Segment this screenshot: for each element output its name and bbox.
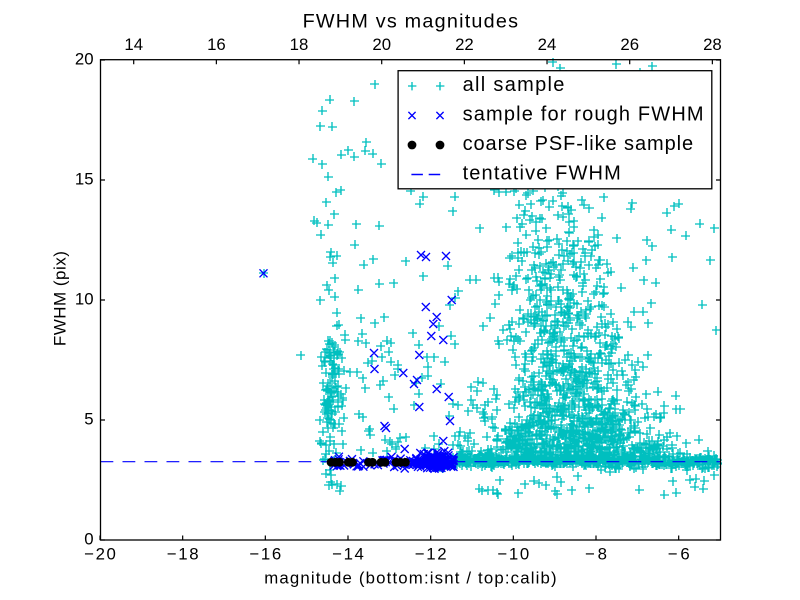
svg-text:−16: −16 <box>249 544 281 563</box>
svg-text:5: 5 <box>84 409 93 428</box>
svg-text:20: 20 <box>372 35 391 54</box>
svg-text:−14: −14 <box>332 544 364 563</box>
svg-text:all sample: all sample <box>463 74 565 96</box>
svg-text:−18: −18 <box>167 544 199 563</box>
svg-text:16: 16 <box>207 35 226 54</box>
svg-text:FWHM vs magnitudes: FWHM vs magnitudes <box>303 11 519 33</box>
svg-text:sample for rough FWHM: sample for rough FWHM <box>463 104 704 126</box>
svg-text:26: 26 <box>620 35 639 54</box>
svg-text:18: 18 <box>290 35 309 54</box>
svg-text:−20: −20 <box>84 544 116 563</box>
svg-text:24: 24 <box>538 35 557 54</box>
svg-text:14: 14 <box>124 35 143 54</box>
svg-text:0: 0 <box>84 529 93 548</box>
svg-text:15: 15 <box>75 169 94 188</box>
svg-text:20: 20 <box>75 49 94 68</box>
svg-text:28: 28 <box>703 35 722 54</box>
svg-text:10: 10 <box>75 289 94 308</box>
svg-text:22: 22 <box>455 35 474 54</box>
svg-text:tentative FWHM: tentative FWHM <box>463 163 621 185</box>
svg-text:−12: −12 <box>415 544 447 563</box>
svg-text:coarse PSF-like sample: coarse PSF-like sample <box>463 133 693 155</box>
svg-text:magnitude (bottom:isnt / top:c: magnitude (bottom:isnt / top:calib) <box>264 569 556 588</box>
svg-text:−10: −10 <box>497 544 529 563</box>
svg-text:FWHM (pix): FWHM (pix) <box>51 251 70 346</box>
